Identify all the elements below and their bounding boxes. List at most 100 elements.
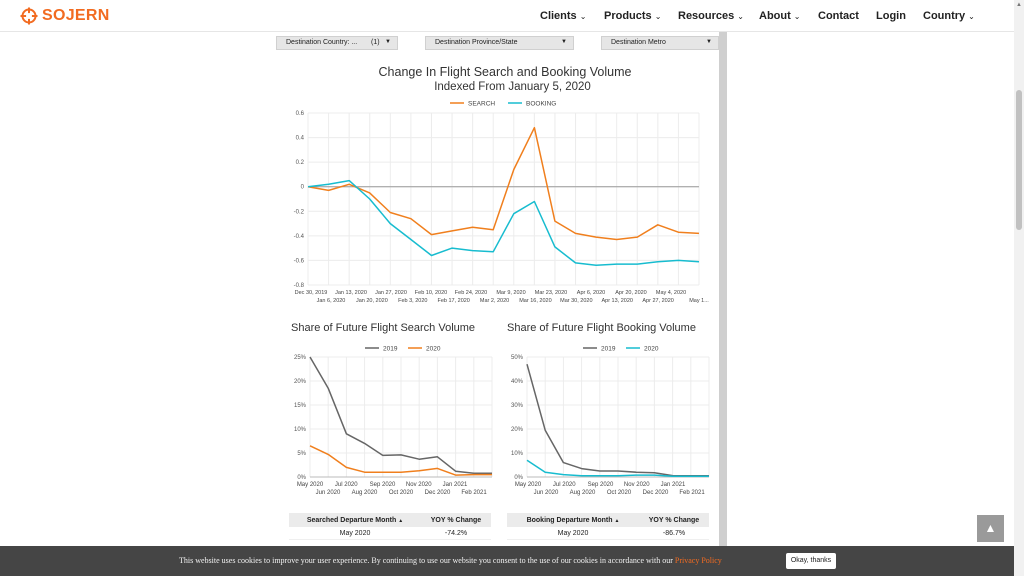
y-tick-label: 20%	[511, 427, 524, 433]
column-header-label: Searched Departure Month	[306, 516, 397, 524]
x-tick-label: Jan 6, 2020	[317, 298, 346, 304]
x-tick-label: Jan 27, 2020	[375, 290, 407, 296]
filter-destination-province[interactable]: Destination Province/State ▼	[425, 36, 574, 50]
x-tick-label: Jan 20, 2020	[356, 298, 388, 304]
y-tick-label: 0.4	[296, 136, 305, 142]
x-tick-label: Feb 10, 2020	[415, 290, 447, 296]
sojern-logo[interactable]: SOJERN	[20, 7, 110, 25]
nav-about[interactable]: About ⌄	[759, 10, 800, 22]
legend-label: 2020	[426, 346, 441, 353]
table-header: Booking Departure Month ▲ YOY % Change	[507, 513, 709, 527]
x-tick-label: Sep 2020	[588, 482, 614, 488]
column-header[interactable]: YOY % Change	[648, 516, 700, 524]
legend-label: 2019	[383, 346, 398, 353]
legend-label: 2019	[601, 346, 616, 353]
nav-resources[interactable]: Resources ⌄	[678, 10, 744, 22]
x-tick-label: Jul 2020	[553, 482, 576, 488]
y-tick-label: 0.6	[296, 111, 305, 117]
chevron-down-icon: ⌄	[579, 12, 587, 21]
x-tick-label: Mar 16, 2020	[519, 298, 551, 304]
x-tick-label: Dec 2020	[643, 490, 669, 496]
x-tick-label: Apr 13, 2020	[601, 298, 633, 304]
table-cell: May 2020	[557, 529, 589, 537]
main-nav: Clients ⌄ Products ⌄ Resources ⌄ About ⌄ Con…	[0, 10, 1014, 26]
x-tick-label: Mar 9, 2020	[496, 290, 525, 296]
x-tick-label: Feb 2021	[679, 490, 705, 496]
x-tick-label: Mar 2, 2020	[480, 298, 509, 304]
x-tick-label: Aug 2020	[570, 490, 596, 496]
privacy-policy-link[interactable]: Privacy Policy	[674, 556, 722, 565]
brand-name: SOJERN	[42, 7, 110, 24]
y-tick-label: 50%	[511, 355, 524, 361]
x-tick-label: Mar 30, 2020	[560, 298, 592, 304]
y-tick-label: 20%	[294, 379, 307, 385]
cookie-text: This website uses cookies to improve you…	[179, 556, 722, 565]
x-tick-label: Feb 3, 2020	[398, 298, 427, 304]
nav-label: Products	[604, 10, 652, 22]
chevron-down-icon: ⌄	[968, 12, 975, 21]
scrollbar-thumb[interactable]	[1016, 90, 1022, 230]
booking-table: Booking Departure Month ▲ YOY % Change M…	[507, 513, 709, 540]
scroll-up-arrow-icon[interactable]: ▲	[1016, 2, 1022, 8]
main-chart-subtitle: Indexed From January 5, 2020	[434, 81, 591, 93]
caret-up-icon: ▲	[614, 517, 620, 524]
nav-login[interactable]: Login	[876, 10, 906, 22]
x-tick-label: Apr 27, 2020	[642, 298, 674, 304]
main-chart-title: Change In Flight Search and Booking Volu…	[378, 65, 632, 79]
search-table: Searched Departure Month ▲ YOY % Change …	[289, 513, 491, 540]
chevron-down-icon: ⌄	[737, 12, 744, 21]
legend-label: SEARCH	[468, 101, 495, 108]
nav-country[interactable]: Country ⌄	[923, 10, 975, 22]
x-tick-label: Aug 2020	[352, 490, 378, 496]
x-tick-label: Sep 2020	[370, 482, 396, 488]
booking-chart-title: Share of Future Flight Booking Volume	[507, 322, 696, 334]
chevron-down-icon: ⌄	[654, 12, 662, 21]
y-tick-label: 10%	[511, 451, 524, 457]
accept-cookies-button[interactable]: Okay, thanks	[786, 553, 836, 569]
nav-label: Contact	[818, 10, 859, 22]
x-tick-label: Nov 2020	[406, 482, 432, 488]
filter-destination-metro[interactable]: Destination Metro ▼	[601, 36, 719, 50]
nav-contact[interactable]: Contact	[818, 10, 859, 22]
x-tick-label: Feb 17, 2020	[437, 298, 469, 304]
column-header[interactable]: Searched Departure Month ▲	[289, 517, 421, 524]
x-tick-label: Feb 2021	[461, 490, 487, 496]
x-tick-label: Jun 2020	[316, 490, 341, 496]
page-scrollbar[interactable]: ▲	[1014, 0, 1024, 576]
y-tick-label: 0%	[297, 475, 306, 481]
table-row: May 2020 -86.7%	[507, 527, 709, 540]
dropdown-arrow-icon: ▼	[385, 39, 391, 45]
y-tick-label: 0%	[514, 475, 523, 481]
y-tick-label: -0.2	[294, 209, 305, 215]
back-to-top-button[interactable]: ▲	[977, 515, 1004, 542]
search-chart-title: Share of Future Flight Search Volume	[291, 322, 476, 334]
x-tick-label: Mar 23, 2020	[535, 290, 567, 296]
x-tick-label: Apr 20, 2020	[615, 290, 647, 296]
column-header[interactable]: Booking Departure Month ▲	[507, 517, 639, 524]
nav-products[interactable]: Products ⌄	[604, 10, 661, 22]
filter-label: Destination Metro	[611, 39, 666, 46]
filter-label: Destination Province/State	[435, 39, 518, 46]
top-navigation: SOJERN Clients ⌄ Products ⌄ Resources ⌄ Abo…	[0, 0, 1014, 32]
x-tick-label: Oct 2020	[389, 490, 414, 496]
y-tick-label: -0.6	[294, 258, 305, 264]
y-tick-label: 0	[301, 185, 305, 191]
logo-mark-icon	[20, 7, 38, 25]
filter-destination-country[interactable]: Destination Country: ... (1) ▼	[276, 36, 398, 50]
legend-label: BOOKING	[526, 101, 556, 108]
table-cell: -86.7%	[662, 529, 686, 537]
x-tick-label: Nov 2020	[624, 482, 650, 488]
dropdown-arrow-icon: ▼	[561, 39, 567, 45]
cookie-banner: This website uses cookies to improve you…	[0, 546, 1014, 576]
column-header[interactable]: YOY % Change	[430, 516, 482, 524]
nav-label: Resources	[678, 10, 735, 22]
x-tick-label: Jan 2021	[661, 482, 686, 488]
nav-clients[interactable]: Clients ⌄	[540, 10, 586, 22]
chevron-up-icon: ▲	[984, 521, 997, 535]
x-tick-label: Jan 2021	[443, 482, 468, 488]
y-tick-label: 0.2	[296, 160, 305, 166]
y-tick-label: 25%	[294, 355, 307, 361]
y-tick-label: 40%	[511, 379, 524, 385]
y-tick-label: 10%	[294, 427, 307, 433]
